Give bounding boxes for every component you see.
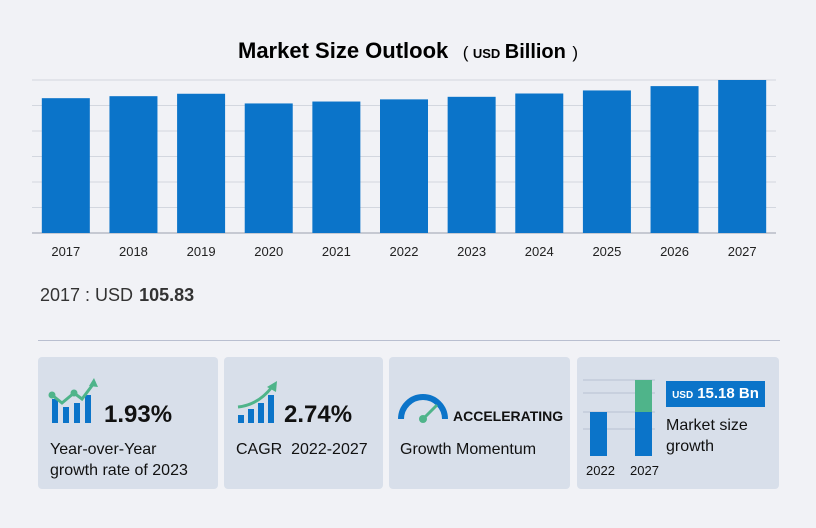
mini-year-start: 2022 xyxy=(586,463,615,478)
x-tick-label: 2019 xyxy=(187,244,216,259)
badge-currency: USD xyxy=(672,390,694,401)
momentum-label: Growth Momentum xyxy=(400,441,537,458)
cagr-label: CAGR 2022-2027 xyxy=(236,441,368,458)
bar-2024 xyxy=(515,93,564,233)
market-growth-mini-chart xyxy=(583,379,655,456)
yoy-value: 1.93% xyxy=(104,401,173,428)
bar-2017 xyxy=(41,98,90,233)
mini-bar-growth xyxy=(635,380,652,412)
yoy-label-line1: Year-over-Year xyxy=(50,441,157,458)
x-tick-label: 2027 xyxy=(728,244,757,259)
x-tick-label: 2018 xyxy=(119,244,148,259)
momentum-value: ACCELERATING xyxy=(453,408,564,424)
bar-2020 xyxy=(244,103,293,234)
market-label-line1: Market size xyxy=(666,417,748,434)
bar-2022 xyxy=(380,99,428,233)
yoy-label-line2: growth rate of 2023 xyxy=(50,462,188,479)
market-growth-card: 2022 2027 USD 15.18 Bn Market size growth xyxy=(577,357,779,489)
section-divider xyxy=(38,340,780,341)
speedometer-icon xyxy=(398,394,448,423)
market-size-bar-chart: 2017 2018 2019 2020 2021 2022 2023 2024 2025 2026… xyxy=(32,79,776,259)
chart-title: Market Size Outlook ( USD Billion ) xyxy=(0,38,816,64)
chart-title-text: Market Size Outlook xyxy=(238,38,449,63)
unit-open: ( xyxy=(462,43,469,62)
badge-value: 15.18 Bn xyxy=(697,385,759,402)
cagr-trend-icon xyxy=(237,381,277,423)
x-tick-label: 2022 xyxy=(390,244,419,259)
market-growth-badge: USD 15.18 Bn xyxy=(666,381,765,407)
x-tick-label: 2026 xyxy=(660,244,689,259)
baseline-number: 105.83 xyxy=(139,285,195,305)
yoy-growth-card: 1.93% Year-over-Year growth rate of 2023 xyxy=(38,357,218,489)
unit-currency: USD xyxy=(472,46,501,61)
unit-close: ) xyxy=(572,43,578,62)
x-tick-label: 2025 xyxy=(592,244,621,259)
mini-year-end: 2027 xyxy=(630,463,659,478)
bar-2021 xyxy=(312,101,361,233)
bar-2027 xyxy=(718,80,767,233)
growth-bars-icon xyxy=(48,378,98,423)
x-tick-label: 2021 xyxy=(322,244,351,259)
bar-2019 xyxy=(177,93,226,233)
cagr-card: 2.74% CAGR 2022-2027 xyxy=(224,357,383,489)
momentum-card: ACCELERATING Growth Momentum xyxy=(389,357,570,489)
baseline-value: 2017 : USD 105.83 xyxy=(40,285,194,306)
x-tick-label: 2017 xyxy=(51,244,80,259)
cagr-value: 2.74% xyxy=(284,401,353,428)
bar-2018 xyxy=(109,96,158,233)
unit-label: Billion xyxy=(504,41,566,63)
baseline-label: 2017 : USD xyxy=(40,285,134,305)
market-label-line2: growth xyxy=(666,438,715,455)
bar-2026 xyxy=(650,86,699,234)
x-tick-label: 2024 xyxy=(525,244,554,259)
mini-bar-2022 xyxy=(590,412,607,456)
x-tick-label: 2020 xyxy=(254,244,283,259)
bar-2025 xyxy=(582,90,631,234)
bar-2023 xyxy=(447,96,496,234)
x-tick-label: 2023 xyxy=(457,244,486,259)
mini-bar-2027 xyxy=(635,412,652,456)
